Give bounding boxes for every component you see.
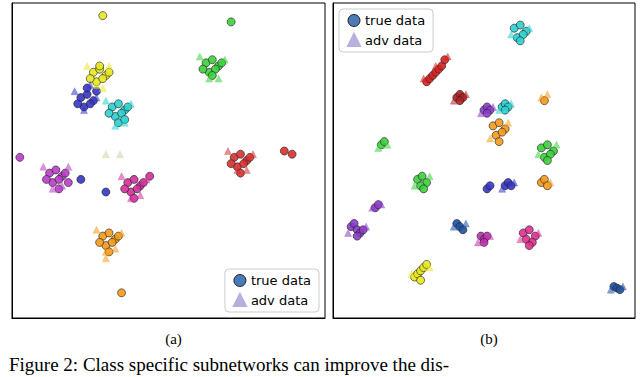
svg-text:true data: true data (251, 273, 311, 288)
svg-text:(a): (a) (165, 331, 182, 348)
svg-text:adv data: adv data (365, 33, 422, 48)
svg-text:Figure 2: Class specific subne: Figure 2: Class specific subnetworks can… (9, 354, 449, 375)
svg-text:true data: true data (365, 13, 425, 28)
svg-text:(b): (b) (480, 331, 498, 348)
svg-text:adv data: adv data (251, 293, 308, 308)
